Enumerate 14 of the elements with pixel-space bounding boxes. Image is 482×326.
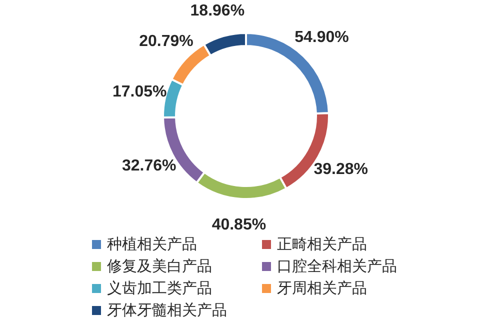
data-label: 39.28% <box>314 161 368 178</box>
legend-label: 种植相关产品 <box>107 234 197 254</box>
data-label: 54.90% <box>294 29 349 46</box>
legend-label: 口腔全科相关产品 <box>277 256 397 276</box>
legend-label: 牙周相关产品 <box>277 278 367 298</box>
legend-label: 牙体牙髓相关产品 <box>107 300 227 320</box>
legend-label: 修复及美白产品 <box>107 256 212 276</box>
legend-label: 义齿加工类产品 <box>107 278 212 298</box>
data-label: 17.05% <box>112 84 167 101</box>
data-label: 20.79% <box>139 33 194 50</box>
data-label: 40.85% <box>212 216 266 234</box>
legend-label: 正畸相关产品 <box>277 234 367 254</box>
data-label: 18.96% <box>190 2 245 20</box>
data-label: 32.76% <box>122 157 176 174</box>
